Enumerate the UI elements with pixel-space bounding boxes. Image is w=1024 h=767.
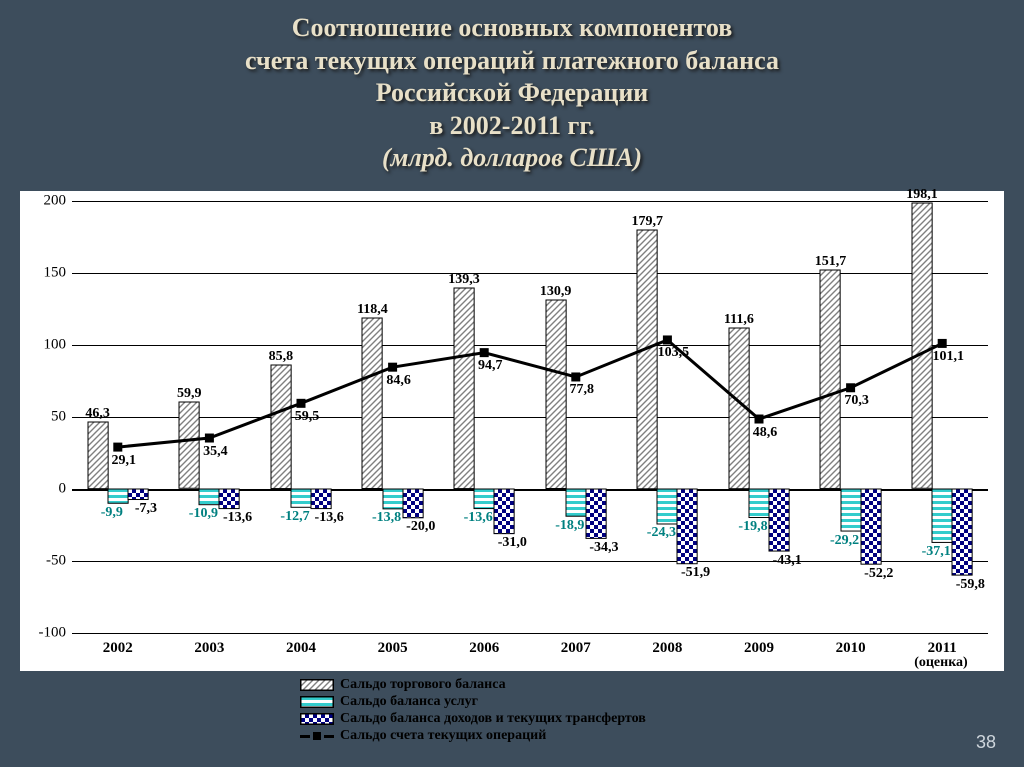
y-tick-label: 200: [26, 192, 66, 209]
line-value: 70,3: [844, 393, 869, 409]
legend: Сальдо торгового баланса Сальдо баланса …: [300, 677, 646, 744]
x-tick-label: 2010: [836, 640, 866, 657]
title-line-2: счета текущих операций платежного баланс…: [40, 45, 984, 78]
x-tick-label: 2004: [286, 640, 316, 657]
x-tick-label: 2009: [744, 640, 774, 657]
y-tick-label: 100: [26, 336, 66, 353]
line-value: 94,7: [478, 358, 503, 374]
legend-swatch-current: [300, 730, 334, 742]
chart-area: -100-5005010015020046,3-9,9-7,3200259,9-…: [20, 191, 1004, 671]
legend-item-income: Сальдо баланса доходов и текущих трансфе…: [300, 711, 646, 727]
x-tick-label: 2008: [652, 640, 682, 657]
line-value: 84,6: [386, 373, 411, 389]
line-value: 59,5: [295, 409, 320, 425]
gridline: [72, 633, 988, 634]
legend-swatch-income: [300, 713, 334, 725]
y-tick-label: 50: [26, 408, 66, 425]
page-number: 38: [976, 732, 996, 753]
y-tick-label: 0: [26, 480, 66, 497]
x-tick-label: 2005: [378, 640, 408, 657]
title-line-5: (млрд. долларов США): [40, 142, 984, 175]
line-value: 101,1: [932, 349, 964, 365]
title-line-1: Соотношение основных компонентов: [40, 12, 984, 45]
y-tick-label: -100: [26, 624, 66, 641]
title-line-4: в 2002-2011 гг.: [40, 110, 984, 143]
plot-region: -100-5005010015020046,3-9,9-7,3200259,9-…: [72, 201, 988, 633]
legend-item-current: Сальдо счета текущих операций: [300, 728, 646, 744]
legend-swatch-services: [300, 696, 334, 708]
x-tick-label: 2006: [469, 640, 499, 657]
y-tick-label: 150: [26, 264, 66, 281]
legend-label-services: Сальдо баланса услуг: [340, 694, 478, 710]
line-value: 35,4: [203, 444, 228, 460]
title-line-3: Российской Федерации: [40, 77, 984, 110]
legend-item-services: Сальдо баланса услуг: [300, 694, 646, 710]
line-value: 29,1: [112, 453, 137, 469]
legend-swatch-trade: [300, 679, 334, 691]
line-series: [72, 201, 988, 633]
line-value: 48,6: [753, 425, 778, 441]
x-tick-label: 2002: [103, 640, 133, 657]
line-value: 103,5: [658, 345, 690, 361]
legend-label-trade: Сальдо торгового баланса: [340, 677, 506, 693]
x-tick-label: 2007: [561, 640, 591, 657]
slide-title: Соотношение основных компонентов счета т…: [0, 0, 1024, 181]
line-value: 77,8: [570, 382, 595, 398]
legend-label-income: Сальдо баланса доходов и текущих трансфе…: [340, 711, 646, 727]
legend-item-trade: Сальдо торгового баланса: [300, 677, 646, 693]
x-tick-label: 2003: [194, 640, 224, 657]
y-tick-label: -50: [26, 552, 66, 569]
x-note-last: (оценка): [914, 655, 968, 671]
legend-label-current: Сальдо счета текущих операций: [340, 728, 546, 744]
